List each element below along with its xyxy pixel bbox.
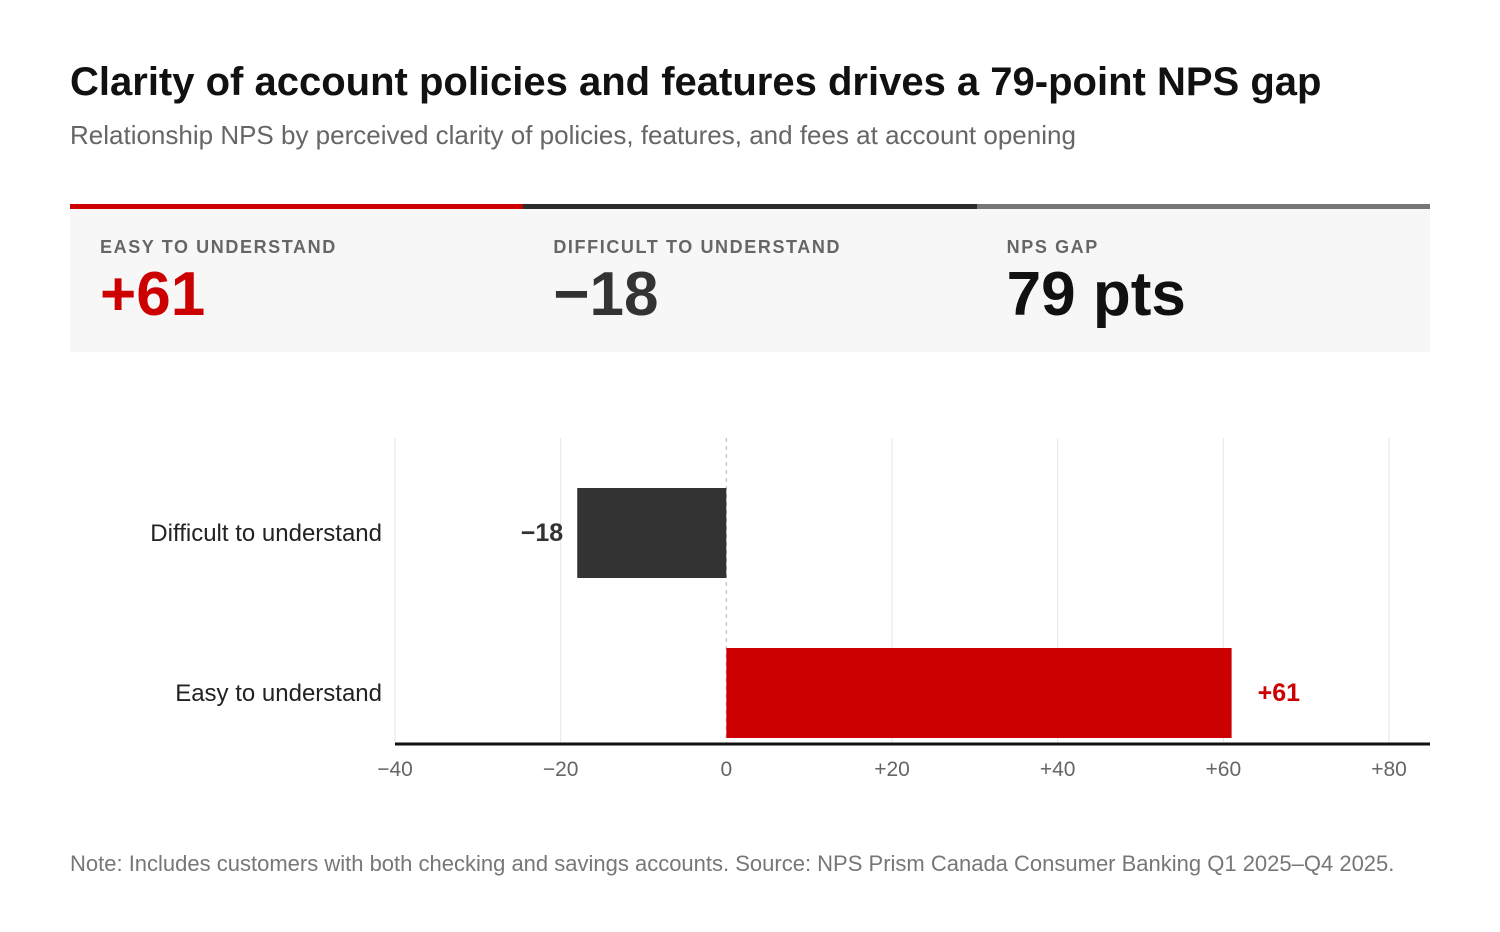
- x-tick-label: +20: [874, 758, 910, 781]
- x-tick-label: −20: [543, 758, 579, 781]
- bar-value-label: +61: [1258, 679, 1301, 707]
- bar: [726, 648, 1232, 738]
- bar: [577, 488, 727, 578]
- kpi-difficult-label: DIFFICULT TO UNDERSTAND: [553, 237, 842, 257]
- kpi-easy: EASY TO UNDERSTAND +61: [70, 204, 524, 352]
- category-label: Easy to understand: [175, 680, 382, 707]
- kpi-gap-label: NPS GAP: [1006, 237, 1099, 257]
- x-tick-label: +40: [1040, 758, 1076, 781]
- x-tick-label: +60: [1206, 758, 1242, 781]
- chart-title: Clarity of account policies and features…: [70, 60, 1322, 104]
- bar-chart: −18 Difficult to understand +61 Easy to und…: [150, 438, 1430, 781]
- category-label: Difficult to understand: [150, 520, 382, 547]
- x-tick-label: 0: [720, 758, 732, 781]
- kpi-easy-label: EASY TO UNDERSTAND: [100, 237, 337, 257]
- x-tick-label: −40: [377, 758, 413, 781]
- chart-subtitle: Relationship NPS by perceived clarity of…: [70, 120, 1076, 150]
- kpi-gap-value: 79 pts: [1006, 260, 1186, 329]
- kpi-easy-value: +61: [100, 260, 206, 329]
- x-tick-label: +80: [1371, 758, 1407, 781]
- kpi-gap: NPS GAP 79 pts: [976, 204, 1430, 352]
- kpi-difficult: DIFFICULT TO UNDERSTAND −18: [523, 204, 977, 352]
- kpi-band: EASY TO UNDERSTAND +61 DIFFICULT TO UNDE…: [70, 204, 1430, 352]
- source-note: Note: Includes customers with both check…: [70, 851, 1395, 876]
- bar-value-label: −18: [521, 519, 564, 547]
- kpi-difficult-value: −18: [553, 260, 659, 329]
